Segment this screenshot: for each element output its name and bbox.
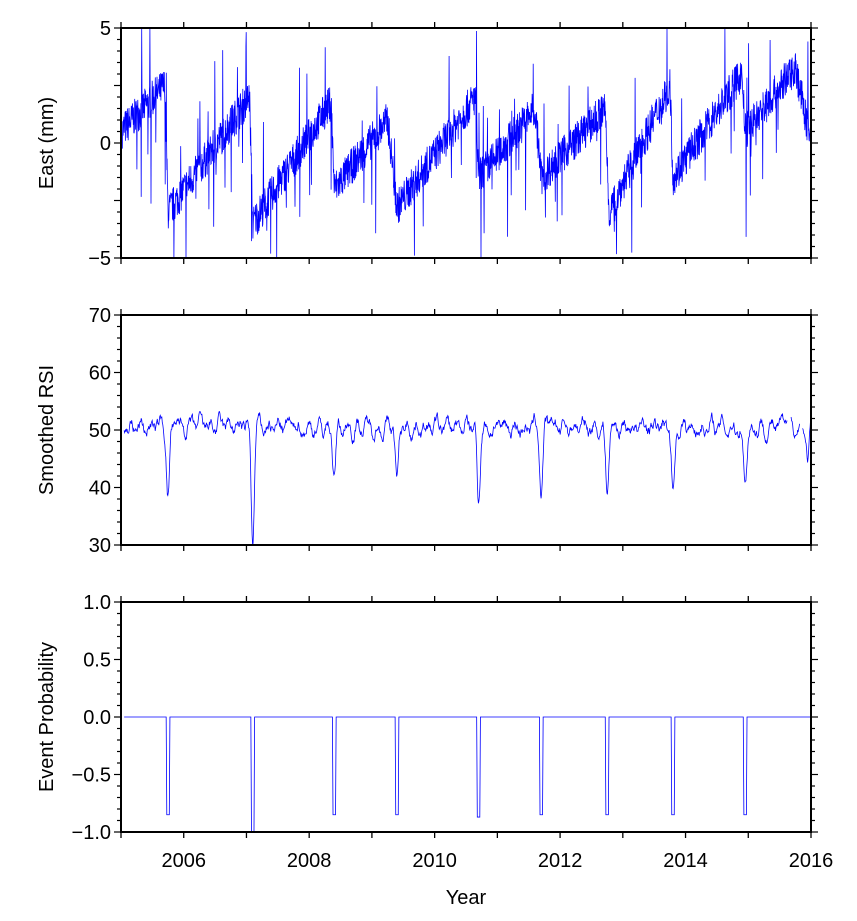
y-tick-label: −0.5 [72,765,111,787]
x-tick-label: 2006 [161,850,206,872]
y-axis-label: East (mm) [36,97,58,189]
y-tick-label: 0 [100,133,111,155]
x-tick-label: 2012 [538,850,583,872]
x-tick-label: 2014 [663,850,708,872]
panel-east: −5 0 5 East (mm) [36,18,818,270]
panel-rsi: 30 40 50 60 70 Smoothed RSI [36,305,818,557]
y-tick-label: 40 [89,478,111,500]
x-tick-label: 2016 [789,850,834,872]
series-line-rsi [123,410,811,546]
x-axis-label: Year [446,887,487,909]
y-axis-label: Smoothed RSI [36,365,58,495]
y-tick-label: 0.0 [83,707,111,729]
y-tick-label: 50 [89,420,111,442]
y-tick-label: 70 [89,305,111,327]
series-line-probability [124,716,811,833]
x-tick-label: 2010 [412,850,457,872]
y-tick-label: 60 [89,363,111,385]
y-axis-label: Event Probability [36,642,58,792]
y-tick-label: 30 [89,535,111,557]
plot-frame [120,601,812,833]
plot-frame [120,27,812,259]
y-tick-label: −5 [88,248,111,270]
y-tick-label: −1.0 [72,822,111,844]
plot-frame [120,314,812,546]
panel-probability: −1.0 −0.5 0.0 0.5 1.0 Event Probability 2006 20… [36,592,833,872]
series-line-east [121,27,811,259]
y-tick-label: 0.5 [83,650,111,672]
y-tick-label: 1.0 [83,592,111,614]
x-tick-label: 2008 [287,850,332,872]
y-tick-label: 5 [100,18,111,40]
